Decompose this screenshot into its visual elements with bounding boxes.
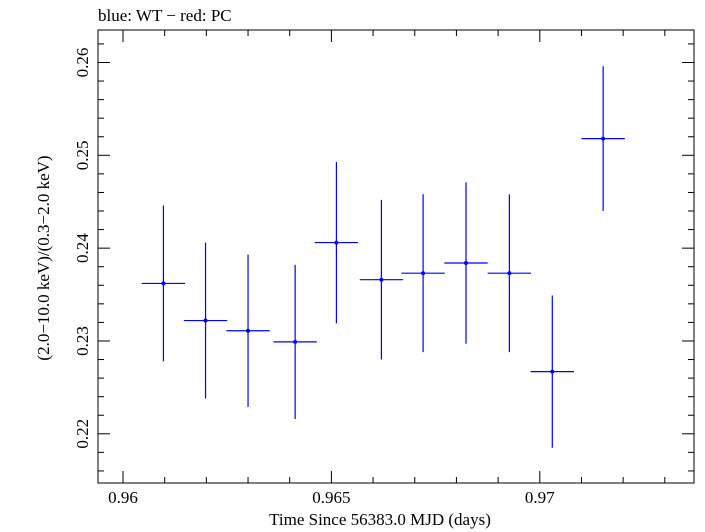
- x-tick-label: 0.965: [312, 488, 350, 507]
- data-point: [246, 328, 251, 333]
- data-point: [161, 281, 166, 286]
- data-point: [464, 260, 469, 265]
- data-point: [379, 277, 384, 282]
- axis-ticks: [98, 30, 694, 483]
- plot-frame: [97, 29, 695, 484]
- axis-tick-labels: 0.96 0.965 0.97 0.22 0.23 0.24 0.25 0.26: [73, 48, 555, 507]
- data-point: [601, 136, 606, 141]
- y-tick-label: 0.23: [73, 326, 92, 356]
- y-tick-label: 0.24: [73, 233, 92, 263]
- data-points: [141, 66, 625, 448]
- data-point: [334, 240, 339, 245]
- data-point: [203, 318, 208, 323]
- y-tick-label: 0.22: [73, 419, 92, 449]
- y-axis-label: (2.0−10.0 keV)/(0.3−2.0 keV): [34, 155, 53, 361]
- data-point: [550, 369, 555, 374]
- x-axis-label: Time Since 56383.0 MJD (days): [269, 510, 491, 529]
- chart-title: blue: WT − red: PC: [98, 6, 232, 25]
- data-point: [507, 271, 512, 276]
- data-point: [421, 271, 426, 276]
- y-tick-label: 0.26: [73, 48, 92, 78]
- x-tick-label: 0.97: [525, 488, 555, 507]
- data-point: [293, 339, 298, 344]
- y-tick-label: 0.25: [73, 140, 92, 170]
- x-tick-label: 0.96: [108, 488, 138, 507]
